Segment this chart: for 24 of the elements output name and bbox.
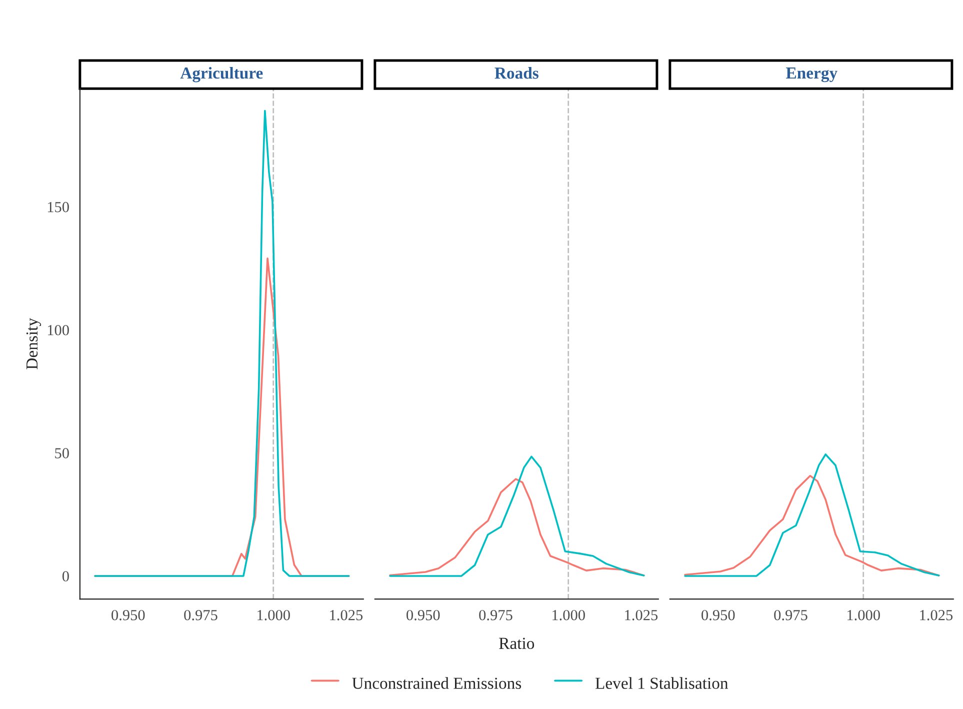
legend-label: Level 1 Stablisation xyxy=(595,677,728,689)
x-tick-label: 1.000 xyxy=(848,610,880,620)
y-tick-label: 50 xyxy=(55,448,69,458)
legend-label: Unconstrained Emissions xyxy=(352,677,522,689)
x-tick-label: 0.950 xyxy=(112,610,145,620)
chart-title: Roads xyxy=(494,67,538,79)
x-tick-label: 0.950 xyxy=(406,610,440,620)
x-tick-label: 0.975 xyxy=(184,610,218,620)
line-series xyxy=(94,110,350,577)
chart-title: Agriculture xyxy=(180,66,263,82)
x-tick-label: 0.950 xyxy=(702,610,735,620)
x-tick-label: 1.000 xyxy=(258,610,290,620)
y-tick-label: 0 xyxy=(62,571,69,582)
x-tick-label: 1.000 xyxy=(552,610,585,620)
x-tick-label: 1.025 xyxy=(625,610,658,620)
chart-title: Energy xyxy=(786,68,838,82)
x-tick-label: 0.975 xyxy=(479,610,512,620)
x-axis-title: Ratio xyxy=(499,638,534,649)
x-tick-label: 1.025 xyxy=(920,610,953,620)
y-tick-label: 150 xyxy=(48,202,69,212)
x-tick-label: 1.025 xyxy=(330,610,363,620)
y-tick-label: 100 xyxy=(48,324,69,336)
x-tick-label: 0.975 xyxy=(774,610,808,620)
y-axis-title: Density xyxy=(26,318,42,370)
